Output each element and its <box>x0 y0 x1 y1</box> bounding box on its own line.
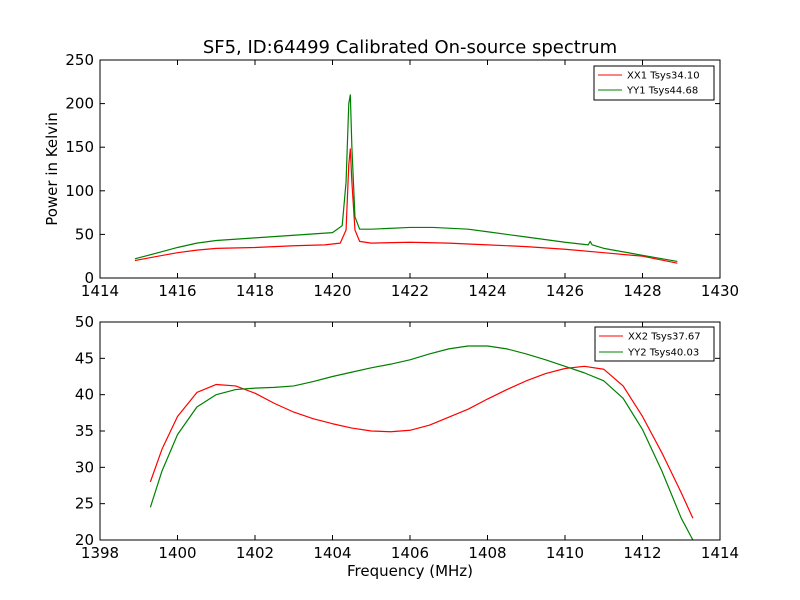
x-tick-label: 1424 <box>468 282 506 300</box>
x-tick-label: 1426 <box>546 282 584 300</box>
y-tick-label: 20 <box>75 531 94 549</box>
series-line-2 <box>149 345 694 541</box>
x-tick-label: 1404 <box>313 544 351 562</box>
y-axis: 20 25 30 35 40 45 50 <box>75 313 720 549</box>
x-tick-label: 1398 <box>81 544 119 562</box>
legend-label-yy2: YY2 Tsys40.03 <box>627 348 699 359</box>
series-line-1 <box>149 365 694 519</box>
x-tick-label: 1400 <box>158 544 196 562</box>
y-tick-label: 100 <box>65 182 94 200</box>
x-tick-label: 1410 <box>546 544 584 562</box>
y-tick-label: 25 <box>75 495 94 513</box>
bottom-spectrum-chart: 1398 1400 1402 1404 1406 1408 1410 1412 1414 202… <box>75 313 739 580</box>
series-line-2 <box>134 94 678 263</box>
y-tick-label: 250 <box>65 51 94 69</box>
x-tick-label: 1408 <box>468 544 506 562</box>
x-axis-label: Frequency (MHz) <box>347 562 473 580</box>
x-axis: 1398 1400 1402 1404 1406 1408 1410 1412 1414 <box>81 322 739 562</box>
legend-label-yy1: YY1 Tsys44.68 <box>626 86 698 97</box>
legend-box <box>594 326 715 362</box>
y-tick-label: 50 <box>75 313 94 331</box>
y-tick-label: 40 <box>75 386 94 404</box>
x-tick-label: 1416 <box>158 282 196 300</box>
x-tick-label: 1428 <box>623 282 661 300</box>
plot-lines <box>134 94 678 264</box>
top-spectrum-chart: SF5, ID:64499 Calibrated On-source spect… <box>43 37 739 300</box>
y-tick-label: 150 <box>65 138 94 156</box>
chart-title: SF5, ID:64499 Calibrated On-source spect… <box>203 37 617 58</box>
x-axis: 1414 1416 1418 1420 1422 1424 1426 1428 1430 <box>81 60 739 300</box>
y-axis: 0 50 100 150 200 250 <box>65 51 720 287</box>
x-tick-label: 1414 <box>81 282 119 300</box>
x-tick-label: 1402 <box>236 544 274 562</box>
x-tick-label: 1414 <box>701 544 739 562</box>
series-line-1 <box>134 148 678 264</box>
y-tick-label: 30 <box>75 458 94 476</box>
x-tick-label: 1420 <box>313 282 351 300</box>
x-tick-label: 1412 <box>623 544 661 562</box>
legend: XX2 Tsys37.67 YY2 Tsys40.03 <box>594 326 715 362</box>
legend-label-xx2: XX2 Tsys37.67 <box>628 332 701 343</box>
y-tick-label: 200 <box>65 95 94 113</box>
y-tick-label: 50 <box>75 225 94 243</box>
plot-lines <box>149 345 694 541</box>
legend: XX1 Tsys34.10 YY1 Tsys44.68 <box>593 65 715 101</box>
y-tick-label: 35 <box>75 422 94 440</box>
legend-box <box>593 65 715 101</box>
x-tick-label: 1430 <box>701 282 739 300</box>
x-tick-label: 1418 <box>236 282 274 300</box>
x-tick-label: 1422 <box>391 282 429 300</box>
y-tick-label: 0 <box>84 269 94 287</box>
y-tick-label: 45 <box>75 349 94 367</box>
legend-label-xx1: XX1 Tsys34.10 <box>627 71 700 82</box>
y-axis-label: Power in Kelvin <box>43 112 61 226</box>
x-tick-label: 1406 <box>391 544 429 562</box>
